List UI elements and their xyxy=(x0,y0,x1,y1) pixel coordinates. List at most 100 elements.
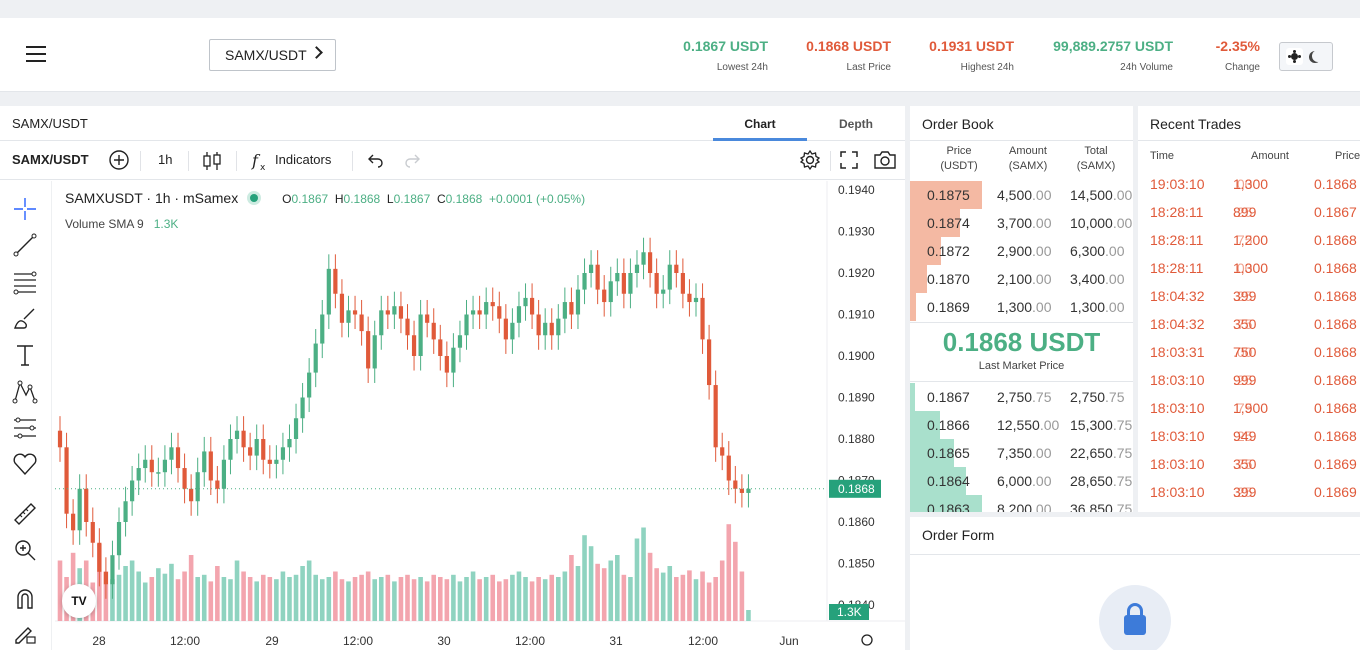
trade-price: 0.1868 xyxy=(1314,344,1357,360)
trade-time: 18:03:31 xyxy=(1150,344,1205,360)
legend-ohlc: O0.1867 H0.1868 L0.1867 C0.1868 +0.0001 … xyxy=(282,192,586,206)
candle-body xyxy=(90,522,95,543)
volume-bar xyxy=(647,552,653,621)
candle-body xyxy=(497,306,502,319)
column-header: Amount xyxy=(1251,150,1289,162)
trade-row[interactable]: 18:28:11 1,200.75 0.1868 xyxy=(1138,232,1360,260)
lock-draw-icon[interactable] xyxy=(12,620,40,646)
tab-chart[interactable]: Chart xyxy=(713,117,807,141)
symbol-search-button[interactable]: SAMX/USDT xyxy=(12,152,89,167)
price-chart[interactable]: 0.1940 0.1930 0.1920 0.1910 0.1900 0.1890 0.18… xyxy=(0,181,905,650)
fib-icon[interactable] xyxy=(12,269,40,295)
volume-bar xyxy=(201,574,207,621)
last-price-badge xyxy=(829,479,881,498)
redo-icon[interactable] xyxy=(404,151,422,172)
order-total: 1,300.00 xyxy=(1070,299,1125,315)
time-tick-label: 28 xyxy=(92,634,106,648)
fullscreen-icon[interactable] xyxy=(839,150,859,173)
theme-toggle[interactable] xyxy=(1279,42,1333,71)
bid-row[interactable]: 0.1863 8,200.00 36,850.75 xyxy=(910,495,1133,512)
volume-bar xyxy=(746,610,751,621)
volume-bar xyxy=(424,581,430,621)
volume-bar xyxy=(313,574,319,621)
ask-row[interactable]: 0.1872 2,900.00 6,300.00 xyxy=(910,237,1133,265)
camera-icon[interactable] xyxy=(873,149,897,174)
order-price: 0.1869 xyxy=(927,299,970,315)
text-icon[interactable] xyxy=(12,342,40,368)
trade-row[interactable]: 18:28:11 899.25 0.1867 xyxy=(1138,204,1360,232)
candle-body xyxy=(110,555,115,585)
ask-row[interactable]: 0.1870 2,100.00 3,400.00 xyxy=(910,265,1133,293)
trade-row[interactable]: 18:03:10 1,900.75 0.1868 xyxy=(1138,400,1360,428)
depth-bar xyxy=(910,439,954,467)
trade-row[interactable]: 18:03:10 399.25 0.1869 xyxy=(1138,484,1360,512)
indicators-button[interactable]: Indicators xyxy=(275,152,332,167)
ask-row[interactable]: 0.1869 1,300.00 1,300.00 xyxy=(910,293,1133,321)
volume-bar xyxy=(110,579,115,621)
tradingview-logo[interactable]: TV xyxy=(62,584,96,618)
bid-row[interactable]: 0.1866 12,550.00 15,300.75 xyxy=(910,411,1133,439)
trade-row[interactable]: 19:03:10 1,300.00 0.1868 xyxy=(1138,176,1360,204)
magnet-icon[interactable] xyxy=(12,586,40,612)
legend-change: +0.0001 (+0.05%) xyxy=(489,192,586,206)
zoom-icon[interactable] xyxy=(12,537,40,563)
menu-icon[interactable] xyxy=(26,46,46,62)
settings-icon[interactable] xyxy=(799,149,821,174)
bid-row[interactable]: 0.1865 7,350.00 22,650.75 xyxy=(910,439,1133,467)
moon-icon[interactable] xyxy=(1312,50,1324,62)
volume-bar xyxy=(188,555,194,621)
trade-row[interactable]: 18:03:31 750.00 0.1868 xyxy=(1138,344,1360,372)
bid-row[interactable]: 0.1864 6,000.00 28,650.75 xyxy=(910,467,1133,495)
trade-row[interactable]: 18:03:10 350.75 0.1869 xyxy=(1138,456,1360,484)
ask-row[interactable]: 0.1874 3,700.00 10,000.00 xyxy=(910,209,1133,237)
brush-icon[interactable] xyxy=(12,305,40,331)
volume-bar xyxy=(693,579,699,621)
axis-settings-icon[interactable] xyxy=(861,634,873,646)
time-tick-label: Jun xyxy=(779,634,798,648)
candle-body xyxy=(438,339,443,356)
recent-trades-panel: Recent Trades Time Amount Price 19:03:10… xyxy=(1138,106,1360,512)
depth-bar xyxy=(910,209,960,237)
stat-24h-volume: 99,889.2757 USDT 24h Volume xyxy=(1030,38,1173,73)
add-symbol-icon[interactable] xyxy=(108,149,130,174)
candle-body xyxy=(674,264,679,273)
price-axis xyxy=(827,181,905,650)
order-price: 0.1864 xyxy=(927,473,970,489)
trade-row[interactable]: 18:04:32 350.75 0.1868 xyxy=(1138,316,1360,344)
prediction-icon[interactable] xyxy=(12,415,40,441)
undo-icon[interactable] xyxy=(366,151,384,172)
trade-row[interactable]: 18:03:10 949.25 0.1868 xyxy=(1138,428,1360,456)
bid-row[interactable]: 0.1867 2,750.75 2,750.75 xyxy=(910,383,1133,411)
trade-row[interactable]: 18:28:11 1,300.00 0.1868 xyxy=(1138,260,1360,288)
trade-price: 0.1868 xyxy=(1314,260,1357,276)
pattern-icon[interactable] xyxy=(12,379,40,405)
volume-bar xyxy=(542,579,548,621)
candle-body xyxy=(234,430,240,439)
trade-row[interactable]: 18:03:10 999.25 0.1868 xyxy=(1138,372,1360,400)
tab-depth[interactable]: Depth xyxy=(839,117,873,131)
trend-line-icon[interactable] xyxy=(12,232,40,258)
pair-selector-button[interactable]: SAMX/USDT xyxy=(209,39,336,71)
crosshair-icon[interactable] xyxy=(12,196,40,222)
candle-body xyxy=(615,273,620,282)
depth-bar xyxy=(910,293,916,321)
ruler-icon[interactable] xyxy=(12,501,40,527)
candle-body xyxy=(503,318,508,340)
volume-bar xyxy=(575,566,581,621)
volume-bar xyxy=(326,577,332,621)
volume-bar xyxy=(116,574,122,621)
volume-bar xyxy=(333,571,338,621)
chart-panel-header: SAMX/USDT Chart Depth xyxy=(0,106,905,141)
ask-row[interactable]: 0.1875 4,500.00 14,500.00 xyxy=(910,181,1133,209)
price-tick-label: 0.1900 xyxy=(838,349,875,363)
trade-row[interactable]: 18:04:32 399.25 0.1868 xyxy=(1138,288,1360,316)
order-amount: 4,500.00 xyxy=(997,187,1052,203)
interval-button[interactable]: 1h xyxy=(158,152,173,167)
heart-icon[interactable] xyxy=(12,451,40,477)
sun-icon[interactable] xyxy=(1286,48,1303,65)
lock-icon[interactable] xyxy=(1099,585,1171,650)
candles-icon[interactable] xyxy=(202,150,222,175)
depth-bar xyxy=(910,237,941,265)
volume-bar xyxy=(516,571,522,621)
